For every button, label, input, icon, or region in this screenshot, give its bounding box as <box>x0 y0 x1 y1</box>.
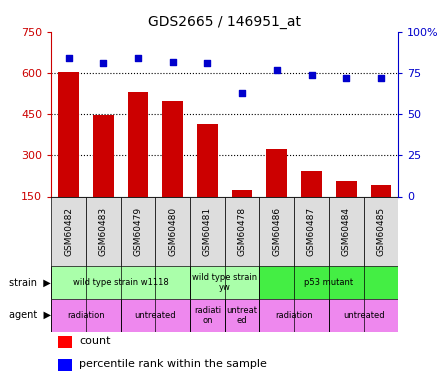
Text: GSM60482: GSM60482 <box>64 207 73 256</box>
Point <box>343 75 350 81</box>
Text: strain  ▶: strain ▶ <box>9 278 51 287</box>
Text: GSM60485: GSM60485 <box>376 207 385 256</box>
Bar <box>294 196 329 266</box>
Point <box>308 72 315 78</box>
Text: count: count <box>79 336 110 346</box>
Bar <box>371 185 391 238</box>
Bar <box>155 196 190 266</box>
Text: radiation: radiation <box>275 311 313 320</box>
Text: GSM60481: GSM60481 <box>203 207 212 256</box>
Title: GDS2665 / 146951_at: GDS2665 / 146951_at <box>148 15 301 30</box>
Text: percentile rank within the sample: percentile rank within the sample <box>79 359 267 369</box>
Bar <box>301 171 322 238</box>
Point <box>204 60 211 66</box>
Text: radiati
on: radiati on <box>194 306 221 325</box>
Point <box>273 67 280 73</box>
Bar <box>58 336 72 348</box>
Bar <box>58 72 79 238</box>
Bar <box>58 358 72 370</box>
Bar <box>51 196 86 266</box>
Bar <box>329 196 364 266</box>
Bar <box>121 196 155 266</box>
Bar <box>232 190 252 238</box>
Bar <box>190 266 259 299</box>
Bar <box>162 101 183 238</box>
Text: wild type strain w1118: wild type strain w1118 <box>73 278 169 287</box>
Bar <box>128 92 148 238</box>
Bar <box>259 196 294 266</box>
Bar <box>364 196 398 266</box>
Bar <box>329 299 398 332</box>
Bar <box>225 196 259 266</box>
Bar <box>190 196 225 266</box>
Point <box>377 75 384 81</box>
Text: untreated: untreated <box>343 311 384 320</box>
Point <box>65 55 72 61</box>
Text: GSM60486: GSM60486 <box>272 207 281 256</box>
Point <box>239 90 246 96</box>
Point <box>100 60 107 66</box>
Text: p53 mutant: p53 mutant <box>304 278 353 287</box>
Point <box>134 55 142 61</box>
Bar <box>51 266 190 299</box>
Text: GSM60487: GSM60487 <box>307 207 316 256</box>
Text: wild type strain
yw: wild type strain yw <box>192 273 257 292</box>
Bar <box>86 196 121 266</box>
Text: untreated: untreated <box>134 311 176 320</box>
Text: GSM60483: GSM60483 <box>99 207 108 256</box>
Bar <box>267 149 287 238</box>
Bar <box>190 299 225 332</box>
Text: GSM60479: GSM60479 <box>134 207 142 256</box>
Bar <box>121 299 190 332</box>
Text: agent  ▶: agent ▶ <box>9 310 51 320</box>
Bar <box>336 182 356 238</box>
Bar <box>225 299 259 332</box>
Bar <box>51 299 121 332</box>
Text: GSM60478: GSM60478 <box>238 207 247 256</box>
Text: GSM60484: GSM60484 <box>342 207 351 256</box>
Bar <box>259 266 398 299</box>
Text: radiation: radiation <box>67 311 105 320</box>
Point <box>169 58 176 64</box>
Text: untreat
ed: untreat ed <box>227 306 258 325</box>
Bar <box>93 115 113 238</box>
Bar <box>259 299 329 332</box>
Text: GSM60480: GSM60480 <box>168 207 177 256</box>
Bar <box>197 124 218 238</box>
